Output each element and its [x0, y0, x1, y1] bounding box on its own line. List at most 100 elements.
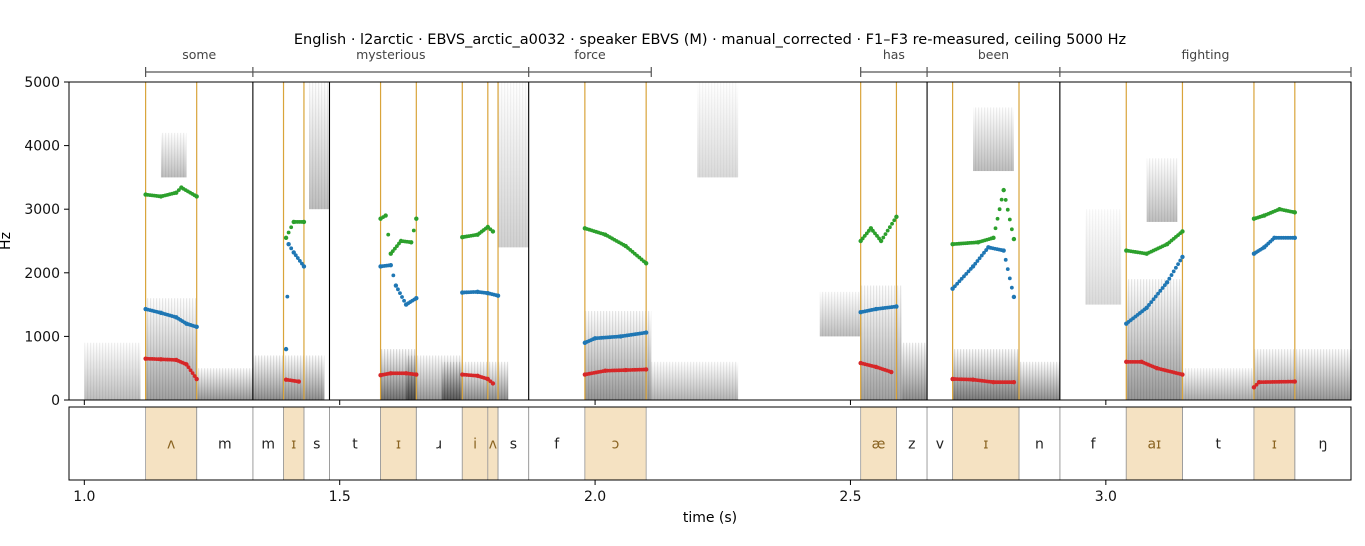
x-tick-label: 2.5 [839, 489, 861, 505]
formant-f2-point [494, 293, 498, 298]
formant-f2-point [172, 314, 176, 319]
formant-f2-point [1270, 237, 1275, 242]
formant-f1-point [194, 376, 199, 382]
formant-f2-point [1173, 265, 1178, 270]
formant-f3-point [864, 231, 869, 236]
phone-label: æ [872, 437, 886, 453]
formant-f3-point [1260, 214, 1265, 219]
formant-f3-point [1001, 187, 1006, 193]
formant-f2-point [957, 279, 962, 284]
formant-f2-point [616, 334, 621, 339]
formant-f3-point [993, 226, 998, 231]
formant-f2-point [1180, 254, 1185, 260]
formant-f2-point [386, 263, 391, 268]
formant-f3-point [1003, 198, 1008, 202]
formant-f1-point [641, 367, 646, 372]
formant-f3-point [395, 244, 399, 248]
formant-f2-point [293, 253, 298, 258]
formant-f2-point [402, 298, 406, 303]
formant-f3-point [1011, 236, 1017, 242]
formant-f3-point [386, 232, 391, 237]
formant-f3-point [885, 228, 890, 233]
phone-label: i [473, 437, 477, 453]
formant-f2-point [1007, 276, 1012, 281]
formant-f1-point [488, 379, 493, 384]
x-axis-label: time (s) [683, 510, 737, 526]
formant-f2-point [892, 304, 897, 309]
word-label: force [574, 47, 606, 62]
formant-f1-point [412, 372, 417, 377]
formant-f3-point [621, 242, 626, 247]
formant-f1-point [1251, 385, 1257, 390]
phone-label: aɪ [1147, 437, 1161, 453]
formant-f2-point [289, 246, 294, 251]
formant-f3-point [989, 236, 994, 241]
word-label: some [182, 47, 216, 62]
x-tick-label: 1.5 [329, 489, 351, 505]
formant-f3-point [286, 230, 291, 235]
formant-f2-point [1005, 267, 1010, 272]
formant-f3-point [1005, 207, 1010, 212]
word-label: has [883, 47, 905, 62]
x-tick-label: 1.0 [73, 489, 95, 505]
formant-f3-point [894, 214, 899, 220]
formant-f3-point [283, 235, 289, 241]
formant-f3-point [488, 227, 493, 232]
formant-f2-point [999, 248, 1004, 252]
phone-label: ɔ [612, 437, 620, 453]
formant-f1-point [968, 377, 973, 382]
formant-f1-point [1137, 359, 1142, 364]
phone-label: v [936, 437, 944, 453]
formant-f2-point [1142, 307, 1147, 312]
formant-f1-point [871, 364, 876, 369]
formant-f2-point [192, 324, 197, 329]
formant-f1-point [989, 380, 994, 384]
phone-label: m [261, 437, 275, 453]
formant-f1-point [182, 361, 187, 366]
formant-f3-point [172, 191, 176, 196]
formant-f3-point [397, 241, 401, 246]
phone-cell-vowel [952, 406, 1020, 481]
formant-f3-point [300, 220, 304, 224]
phone-label: f [1091, 437, 1097, 453]
formant-f3-point [392, 246, 397, 251]
formant-f3-point [381, 215, 386, 220]
y-tick-label: 2000 [24, 266, 60, 282]
y-tick-label: 5000 [24, 75, 60, 91]
formant-f1-point [483, 376, 488, 381]
formant-f2-point [642, 331, 646, 335]
phone-tier: ʌ m m ɪ s t ɪ ɹ i ʌ s f ɔ æ z v ɪ n f aɪ t ɪ ŋ [68, 406, 1352, 481]
formant-f2-point [1003, 257, 1008, 262]
formant-f2-point [1176, 262, 1180, 267]
formant-f2-point [1153, 294, 1158, 299]
x-tick-label: 2.0 [584, 489, 606, 505]
formant-f3-point [860, 236, 865, 241]
formant-f3-point [1275, 208, 1280, 213]
phone-label: ɪ [983, 437, 988, 453]
phone-tier-frame [68, 406, 1352, 481]
formant-f2-point [871, 307, 876, 312]
formant-f1-point [1009, 380, 1014, 385]
formant-f2-point [591, 337, 595, 342]
formant-f2-point [1158, 288, 1163, 293]
formant-f3-point [875, 234, 879, 238]
formant-f2-point [1260, 246, 1265, 251]
formant-f3-point [414, 216, 419, 221]
y-tick-label: 0 [51, 393, 60, 409]
formant-f2-point [1149, 300, 1154, 305]
formant-f2-point [412, 297, 417, 302]
formant-f2-point [975, 259, 980, 263]
formant-f1-point [1290, 379, 1295, 384]
formant-f1-point [473, 373, 478, 378]
formant-f2-point [400, 295, 404, 299]
phone-label: s [313, 437, 320, 453]
formant-f2-point [1009, 285, 1014, 290]
formant-f3-point [411, 228, 416, 233]
phone-label: ɪ [1272, 437, 1277, 453]
formant-f2-point [1156, 291, 1160, 296]
phone-label: ŋ [1318, 437, 1327, 453]
formant-f2-point [285, 294, 290, 299]
formant-f2-point [1178, 258, 1183, 263]
formant-f3-point [995, 216, 1000, 221]
formant-f3-point [1162, 243, 1167, 248]
